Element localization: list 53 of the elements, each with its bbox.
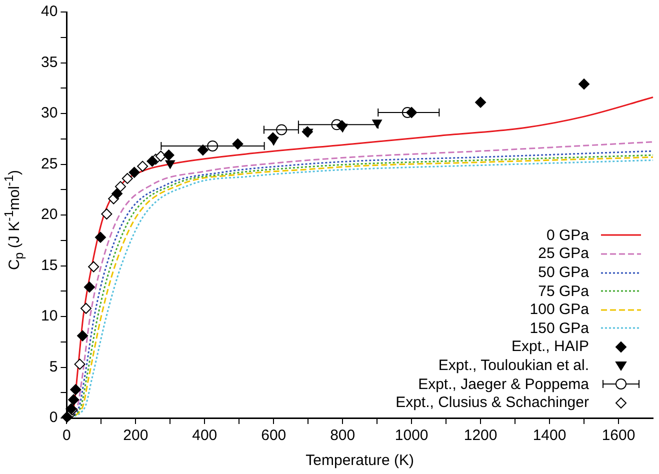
point <box>68 394 80 406</box>
point <box>197 144 208 156</box>
y-tick-label: 40 <box>40 3 58 20</box>
legend-label: 50 GPa <box>538 264 589 282</box>
legend-label: 150 GPa <box>530 320 589 337</box>
x-tick-label: 600 <box>261 427 286 444</box>
x-axis-title: Temperature (K) <box>306 452 414 470</box>
legend-label: Expt., HAIP <box>511 338 589 356</box>
legend-label: Expt., Touloukian et al. <box>438 357 589 374</box>
point <box>267 132 278 144</box>
point <box>101 208 112 220</box>
point <box>84 282 95 293</box>
point <box>122 172 133 184</box>
point <box>165 160 175 169</box>
point <box>475 96 486 108</box>
legend-label: 100 GPa <box>530 301 589 318</box>
legend-label: Expt., Jaeger & Poppema <box>418 376 589 393</box>
point <box>302 126 313 138</box>
point <box>155 150 166 162</box>
point <box>578 78 590 90</box>
y-tick-label: 5 <box>49 358 58 376</box>
x-tick-label: 1400 <box>532 427 566 444</box>
x-tick-label: 0 <box>62 427 71 444</box>
y-tick-label: 20 <box>40 206 58 224</box>
y-tick-label: 30 <box>40 104 58 122</box>
x-tick-label: 1600 <box>602 427 636 444</box>
legend-label: Expt., Clusius & Schachinger <box>396 394 589 412</box>
point <box>114 181 126 192</box>
legend-label: 0 GPa <box>546 226 589 244</box>
x-tick-label: 400 <box>192 427 218 444</box>
point <box>128 166 140 178</box>
x-tick-label: 200 <box>123 427 148 444</box>
y-tick-label: 15 <box>40 256 58 274</box>
y-tick-label: 25 <box>40 155 58 172</box>
point <box>77 330 88 342</box>
point <box>146 156 158 167</box>
point <box>74 358 86 370</box>
legend-label: 75 GPa <box>538 282 589 300</box>
point <box>94 232 106 243</box>
x-tick-label: 1000 <box>394 427 428 444</box>
y-tick-label: 0 <box>49 409 58 426</box>
x-tick-label: 1200 <box>464 427 498 444</box>
point <box>80 302 92 314</box>
point <box>232 138 244 150</box>
point <box>112 188 123 200</box>
x-tick-label: 800 <box>330 427 356 444</box>
point <box>163 150 174 161</box>
legend-label: 25 GPa <box>538 245 589 262</box>
point <box>88 261 100 272</box>
y-tick-label: 35 <box>40 54 58 71</box>
point <box>70 384 82 396</box>
y-tick-label: 10 <box>40 308 58 325</box>
point <box>137 160 148 172</box>
